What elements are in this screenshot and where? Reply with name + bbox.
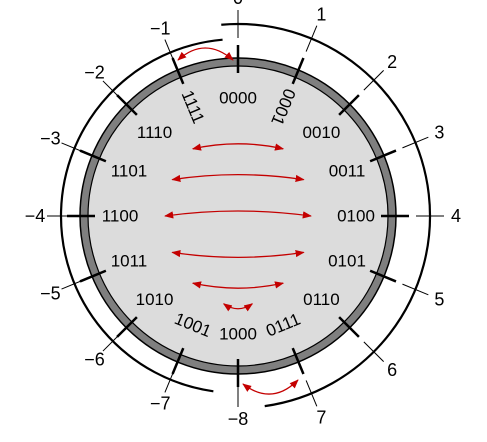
number-label: 6 xyxy=(387,360,397,380)
outer-ring-layer xyxy=(47,10,444,408)
inner-tick xyxy=(291,57,305,85)
number-label: −5 xyxy=(40,284,61,304)
outer-tick xyxy=(402,283,429,296)
outer-tick xyxy=(305,25,318,52)
double-arrow-1001-0111 xyxy=(222,303,254,312)
number-label: 4 xyxy=(451,206,461,226)
inner-tick xyxy=(369,269,397,283)
double-arrow-1010-0110 xyxy=(191,281,285,289)
outer-tick xyxy=(102,330,124,352)
number-label: 7 xyxy=(316,407,326,427)
code-label-0110: 0110 xyxy=(303,290,340,309)
number-label: −3 xyxy=(40,128,61,148)
inner-tick xyxy=(338,316,360,338)
negative-arc xyxy=(59,38,223,393)
outer-tick xyxy=(164,39,177,66)
code-label-1011: 1011 xyxy=(111,252,148,271)
outer-tick xyxy=(305,380,318,407)
number-label: 5 xyxy=(434,289,444,309)
arrow-layer xyxy=(164,47,312,395)
number-label: 2 xyxy=(387,52,397,72)
double-arrow-1011-0101 xyxy=(171,249,305,259)
code-label-1010: 1010 xyxy=(136,290,174,309)
code-label-1101: 1101 xyxy=(111,161,148,180)
number-label: 3 xyxy=(434,123,444,143)
number-label: −1 xyxy=(150,18,171,38)
label-layer: 0000 000100100011010001010110011110001001… xyxy=(25,0,461,429)
code-label-0101: 0101 xyxy=(328,252,366,271)
number-label: −4 xyxy=(25,206,46,226)
outer-tick xyxy=(402,136,429,149)
outer-tick xyxy=(61,277,88,290)
number-label: 1 xyxy=(316,5,326,25)
outer-tick xyxy=(363,69,385,91)
outer-tick xyxy=(164,366,177,393)
code-label-1100: 1100 xyxy=(102,207,139,226)
double-arrow-1110-0010 xyxy=(191,143,285,151)
double-arrow-1101-0011 xyxy=(171,173,305,183)
double-arrow--8-7 xyxy=(242,379,299,395)
positive-arc xyxy=(221,22,432,408)
code-label-0011: 0011 xyxy=(329,161,366,180)
number-label: −7 xyxy=(150,394,171,414)
code-label-1110: 1110 xyxy=(137,123,172,142)
outer-tick xyxy=(102,80,124,102)
number-label: −6 xyxy=(84,350,105,370)
number-label: 0 xyxy=(233,0,243,8)
code-label-1000: 1000 xyxy=(219,325,257,344)
double-arrow-1100-0100 xyxy=(164,210,312,219)
code-label-0000: 0000 xyxy=(219,89,257,108)
code-label-0010: 0010 xyxy=(303,123,341,142)
code-label-0100: 0100 xyxy=(337,207,375,226)
number-label: −8 xyxy=(228,409,249,429)
inner-tick xyxy=(291,347,305,375)
double-arrow--1-0 xyxy=(177,47,234,61)
outer-tick xyxy=(363,341,385,363)
inner-tick xyxy=(369,149,397,163)
outer-tick xyxy=(61,142,88,155)
number-label: −2 xyxy=(84,62,105,82)
inner-tick xyxy=(338,94,360,116)
